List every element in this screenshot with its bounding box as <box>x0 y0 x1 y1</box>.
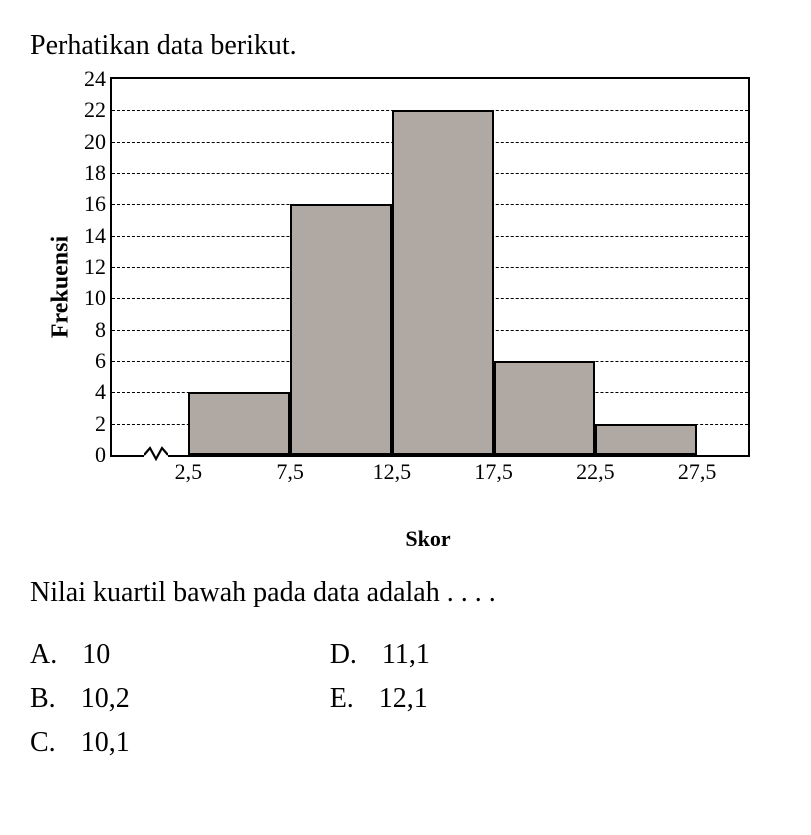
histogram-bar <box>188 392 290 455</box>
option-text: 10,2 <box>81 683 130 715</box>
y-tick-label: 22 <box>84 97 112 123</box>
x-axis-label: Skor <box>405 526 450 552</box>
y-tick-label: 24 <box>84 66 112 92</box>
plot-area: 024681012141618202224 2,57,512,517,522,5… <box>110 77 750 457</box>
histogram-bar <box>392 110 494 455</box>
y-tick-label: 0 <box>95 442 112 468</box>
problem-title: Perhatikan data berikut. <box>30 30 781 62</box>
y-tick-label: 6 <box>95 348 112 374</box>
histogram-bar <box>290 204 392 455</box>
histogram-bar <box>595 424 697 455</box>
answer-options: A. 10 B. 10,2 C. 10,1 D. 11,1 E. 12,1 <box>30 639 781 759</box>
y-tick-label: 14 <box>84 223 112 249</box>
option-text: 12,1 <box>379 683 428 715</box>
x-tick-label: 7,5 <box>276 459 304 485</box>
y-tick-label: 12 <box>84 254 112 280</box>
question-text: Nilai kuartil bawah pada data adalah . .… <box>30 577 781 609</box>
x-tick-label: 2,5 <box>175 459 203 485</box>
y-tick-label: 16 <box>84 191 112 217</box>
option-letter: A. <box>30 639 57 671</box>
y-axis-label: Frekuensi <box>48 236 75 338</box>
axis-break <box>144 445 168 463</box>
histogram-chart: Frekuensi 024681012141618202224 2,57,512… <box>50 77 750 497</box>
y-tick-label: 4 <box>95 379 112 405</box>
option-letter: D. <box>330 639 357 671</box>
option-text: 11,1 <box>382 639 430 671</box>
y-tick-label: 8 <box>95 317 112 343</box>
option-text: 10,1 <box>81 727 130 759</box>
x-tick-label: 22,5 <box>576 459 615 485</box>
answer-option: C. 10,1 <box>30 727 130 759</box>
y-tick-label: 2 <box>95 411 112 437</box>
answer-option: D. 11,1 <box>330 639 430 671</box>
option-letter: B. <box>30 683 56 715</box>
histogram-bar <box>494 361 596 455</box>
answer-option: E. 12,1 <box>330 683 430 715</box>
y-tick-label: 18 <box>84 160 112 186</box>
x-tick-label: 12,5 <box>373 459 412 485</box>
x-tick-label: 17,5 <box>474 459 513 485</box>
option-letter: E. <box>330 683 354 715</box>
answer-option: A. 10 <box>30 639 130 671</box>
x-tick-label: 27,5 <box>678 459 717 485</box>
answer-option: B. 10,2 <box>30 683 130 715</box>
option-letter: C. <box>30 727 56 759</box>
option-text: 10 <box>82 639 110 671</box>
y-tick-label: 10 <box>84 285 112 311</box>
y-tick-label: 20 <box>84 129 112 155</box>
